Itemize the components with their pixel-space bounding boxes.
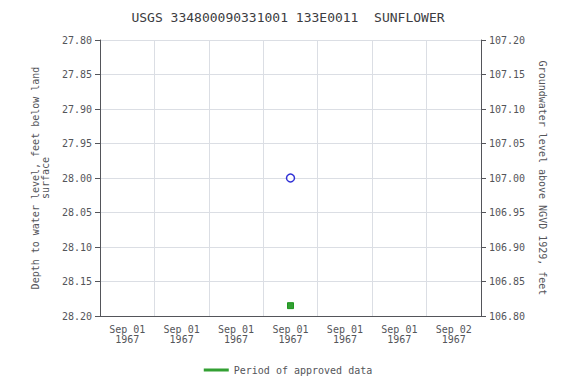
svg-text:28.20: 28.20 (62, 311, 92, 322)
svg-text:28.15: 28.15 (62, 276, 92, 287)
svg-text:1967: 1967 (115, 334, 139, 345)
svg-text:1967: 1967 (170, 334, 194, 345)
svg-text:Sep 01: Sep 01 (109, 323, 146, 335)
svg-text:Sep 02: Sep 02 (435, 323, 472, 335)
svg-text:1967: 1967 (387, 334, 411, 345)
svg-text:28.00: 28.00 (62, 173, 92, 184)
svg-text:106.85: 106.85 (489, 276, 525, 287)
svg-text:27.85: 27.85 (62, 69, 92, 80)
svg-text:Sep 01: Sep 01 (381, 323, 418, 335)
svg-text:28.10: 28.10 (62, 242, 92, 253)
svg-text:1967: 1967 (224, 334, 248, 345)
svg-text:USGS 334800090331001 133E0011: USGS 334800090331001 133E0011 SUNFLOWER (131, 10, 444, 25)
svg-text:27.95: 27.95 (62, 138, 92, 149)
svg-text:27.80: 27.80 (62, 35, 92, 46)
svg-text:1967: 1967 (442, 334, 466, 345)
svg-text:Sep 01: Sep 01 (163, 323, 200, 335)
svg-text:106.90: 106.90 (489, 242, 525, 253)
svg-text:Sep 01: Sep 01 (218, 323, 255, 335)
svg-text:28.05: 28.05 (62, 207, 92, 218)
svg-text:Sep 01: Sep 01 (326, 323, 363, 335)
svg-text:Groundwater level above NGVD 1: Groundwater level above NGVD 1929, feet (537, 61, 548, 296)
svg-text:106.95: 106.95 (489, 207, 525, 218)
svg-text:106.80: 106.80 (489, 311, 525, 322)
svg-text:Period of approved data: Period of approved data (234, 365, 372, 376)
svg-text:107.00: 107.00 (489, 173, 525, 184)
svg-text:1967: 1967 (278, 334, 302, 345)
svg-text:surface: surface (40, 157, 51, 199)
svg-text:27.90: 27.90 (62, 104, 92, 115)
svg-text:Sep 01: Sep 01 (272, 323, 309, 335)
svg-text:107.15: 107.15 (489, 69, 525, 80)
svg-text:107.20: 107.20 (489, 35, 525, 46)
svg-text:107.10: 107.10 (489, 104, 525, 115)
svg-text:Depth to water level, feet bel: Depth to water level, feet below land (30, 66, 42, 290)
svg-text:1967: 1967 (333, 334, 357, 345)
svg-text:107.05: 107.05 (489, 138, 525, 149)
